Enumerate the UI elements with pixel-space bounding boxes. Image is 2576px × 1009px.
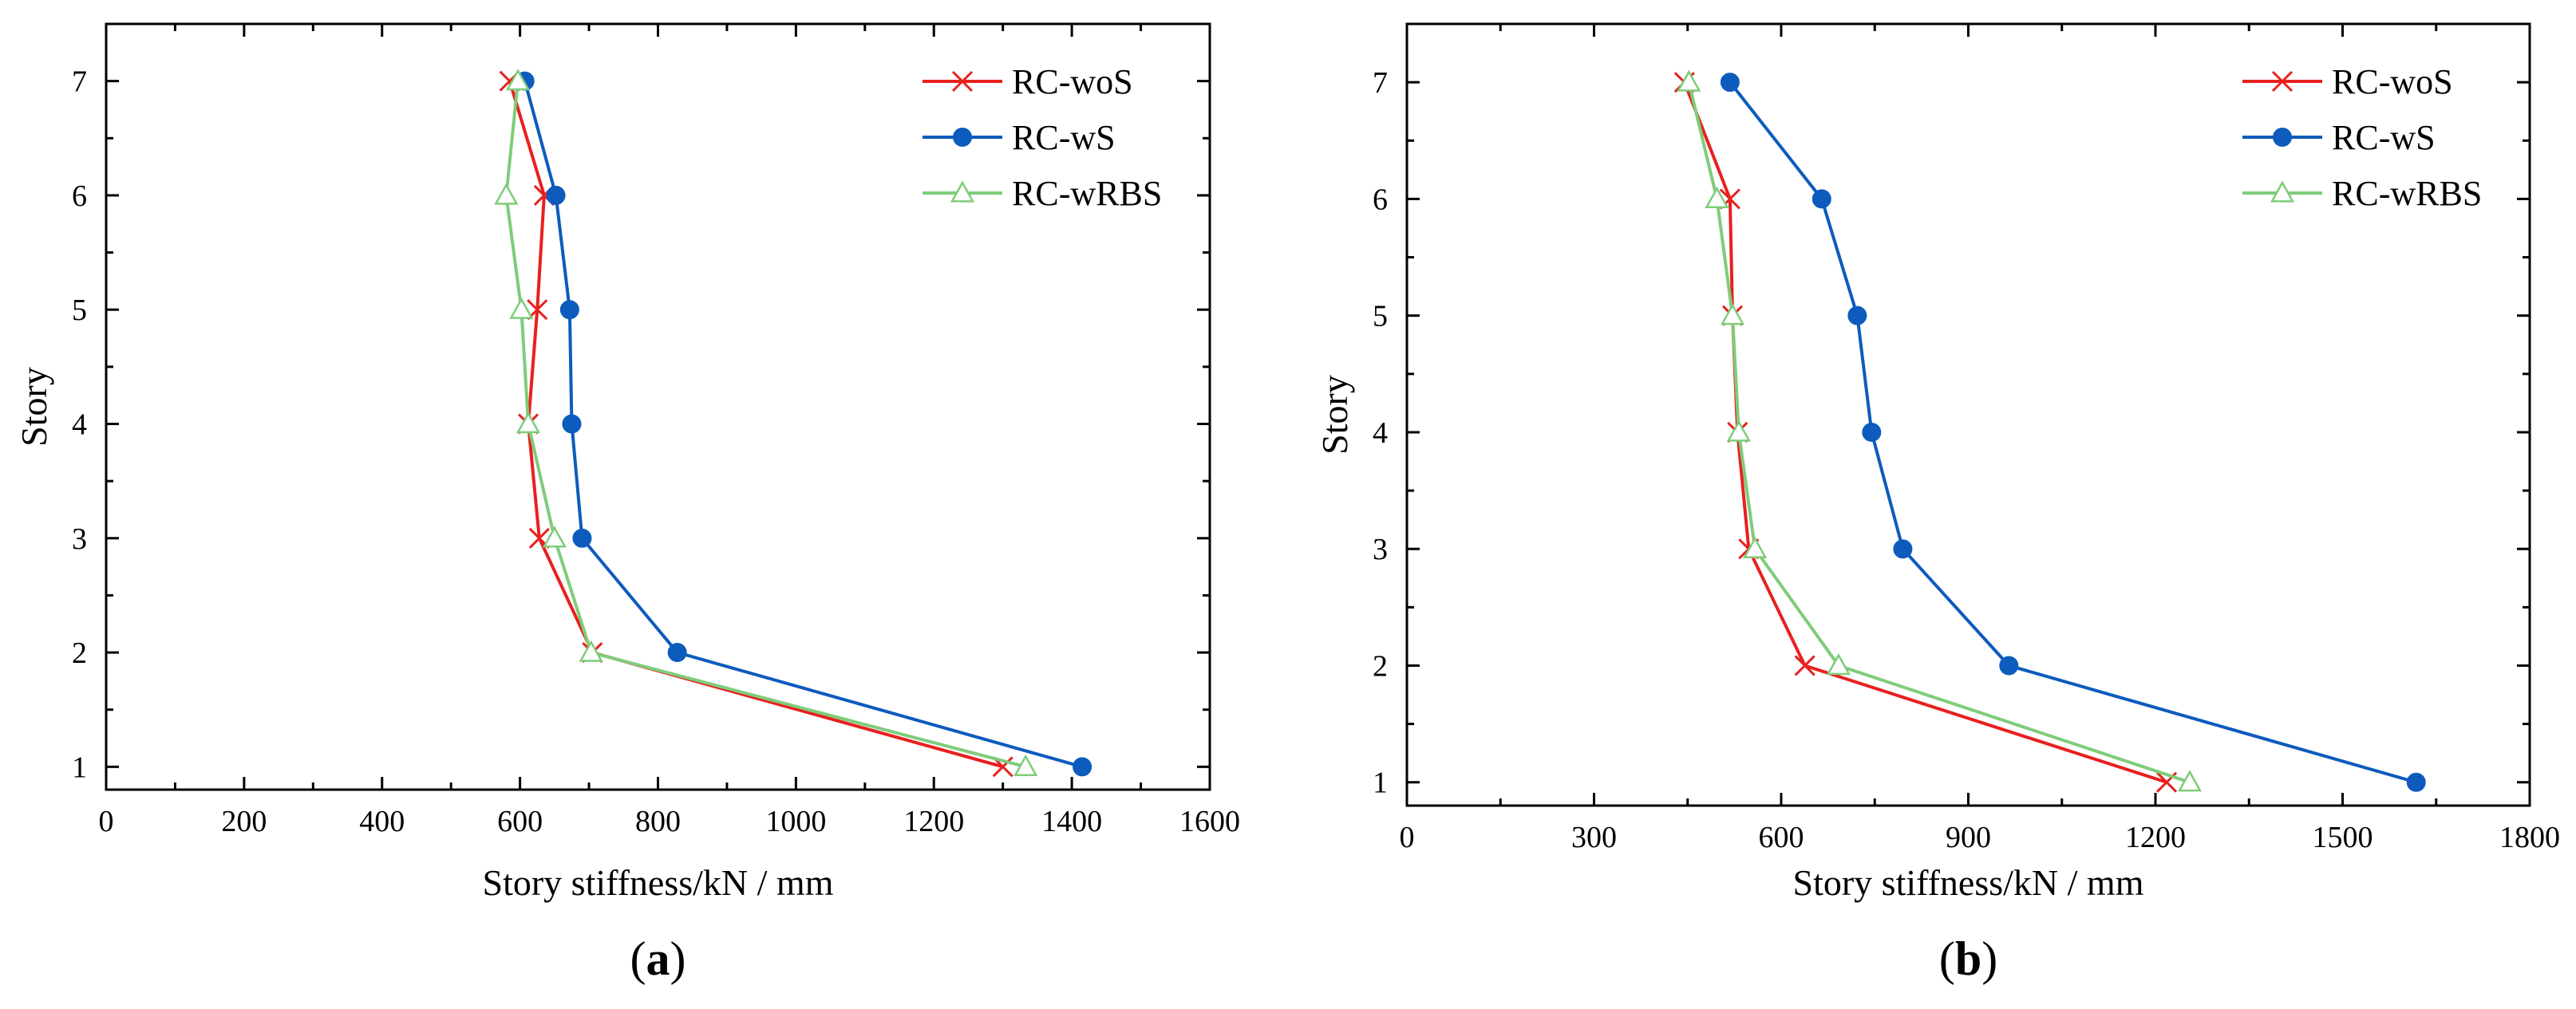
data-point-triangle — [516, 411, 541, 434]
y-tick-label: 1 — [1373, 767, 1388, 800]
data-point-circle — [546, 185, 566, 205]
series-line — [1729, 81, 2417, 784]
data-point-triangle — [1743, 536, 1768, 558]
data-point-triangle — [1826, 652, 1851, 676]
legend-label: RC-wRBS — [1012, 174, 1162, 213]
series-rc-wrbs — [494, 69, 1038, 776]
x-tick-label: 300 — [1571, 821, 1617, 854]
data-point-triangle — [509, 297, 534, 319]
y-tick-label: 2 — [1373, 649, 1388, 683]
legend: RC-woS RC-wS RC-wRBS — [2242, 62, 2482, 213]
y-tick-label: 4 — [72, 408, 87, 441]
x-tick-label: 600 — [497, 805, 543, 838]
y-tick-label: 2 — [72, 637, 87, 670]
legend-label: RC-wS — [1012, 118, 1116, 157]
series-line — [504, 81, 1026, 769]
data-point-circle — [2406, 772, 2426, 792]
x-tick-label: 1500 — [2313, 821, 2373, 854]
chart-panel-b: 0 300 600 900 1200 1500 1800 1 2 3 4 5 6 7 Story stiff… — [1314, 22, 2560, 985]
data-point-circle — [1893, 539, 1913, 559]
data-point-circle — [559, 300, 579, 320]
y-tick-label: 5 — [72, 294, 87, 327]
data-point-triangle — [505, 69, 531, 91]
y-tick-label: 5 — [1373, 300, 1388, 333]
data-point-circle — [572, 528, 592, 548]
y-tick-label: 1 — [72, 751, 87, 784]
x-tick-label: 0 — [1400, 821, 1415, 854]
data-point-circle — [1720, 73, 1740, 93]
data-point-circle — [667, 643, 687, 663]
data-point-triangle — [1013, 754, 1038, 776]
data-point-triangle — [494, 183, 519, 205]
panel-label: (a) — [630, 932, 686, 985]
y-tick-label: 3 — [1373, 533, 1388, 566]
series-line — [508, 81, 1004, 769]
data-point-triangle — [950, 180, 975, 203]
data-point-x — [1794, 655, 1815, 676]
series-rc-wos — [1673, 72, 2178, 793]
x-tick-label: 200 — [221, 805, 267, 838]
y-tick-label: 6 — [1373, 183, 1388, 216]
series-line — [1687, 81, 2191, 784]
legend-label: RC-wS — [2332, 118, 2436, 157]
x-tick-label: 1800 — [2499, 821, 2560, 854]
data-point-circle — [2273, 128, 2292, 147]
x-tick-label: 1200 — [903, 805, 964, 838]
data-point-triangle — [579, 640, 603, 662]
panel-label-letter: b — [1955, 932, 1981, 985]
data-point-circle — [1862, 422, 1882, 442]
y-tick-label: 7 — [1373, 66, 1388, 100]
x-tick-label: 1600 — [1179, 805, 1240, 838]
x-tick-label: 1200 — [2125, 821, 2186, 854]
legend: RC-woS RC-wS RC-wRBS — [923, 62, 1162, 213]
series-line — [1682, 81, 2167, 784]
panel-label: (b) — [1939, 932, 1997, 985]
legend-label: RC-woS — [1012, 62, 1133, 101]
data-point-circle — [562, 414, 582, 434]
x-tick-label: 0 — [99, 805, 114, 838]
data-point-triangle — [1726, 420, 1751, 442]
series-line — [523, 81, 1083, 769]
data-point-triangle — [2270, 180, 2295, 203]
y-tick-label: 6 — [72, 179, 87, 213]
data-point-circle — [1999, 656, 2019, 676]
data-point-triangle — [1720, 303, 1745, 325]
data-point-triangle — [542, 526, 567, 548]
data-point-triangle — [1705, 186, 1729, 209]
x-tick-label: 1000 — [765, 805, 826, 838]
legend-label: RC-wRBS — [2332, 174, 2482, 213]
y-tick-label: 4 — [1373, 416, 1388, 450]
x-axis-title: Story stiffness/kN / mm — [1792, 862, 2143, 903]
chart-panel-a: 0 200 400 600 800 1000 1200 1400 1600 1 2 3 4 5 6 7 Stor… — [14, 22, 1240, 985]
y-tick-label: 3 — [72, 522, 87, 556]
y-axis-title: Story — [1314, 375, 1355, 455]
y-tick-label: 7 — [72, 65, 87, 99]
x-tick-label: 800 — [635, 805, 681, 838]
legend-label: RC-woS — [2332, 62, 2453, 101]
data-point-triangle — [2177, 770, 2203, 792]
series-rc-ws — [1720, 73, 2426, 792]
data-point-triangle — [1677, 69, 1701, 92]
y-axis-title: Story — [14, 367, 54, 447]
x-tick-label: 1400 — [1041, 805, 1102, 838]
data-point-x — [2271, 70, 2294, 93]
panel-label-letter: a — [646, 932, 670, 985]
data-point-circle — [1073, 757, 1092, 777]
series-rc-ws — [515, 71, 1092, 777]
x-tick-label: 400 — [359, 805, 405, 838]
data-point-x — [951, 70, 974, 93]
data-point-circle — [953, 128, 972, 147]
data-point-circle — [1811, 189, 1831, 209]
x-axis-title: Story stiffness/kN / mm — [482, 862, 833, 903]
series-rc-wrbs — [1677, 69, 2203, 792]
x-tick-label: 900 — [1946, 821, 1991, 854]
x-tick-label: 600 — [1759, 821, 1804, 854]
data-point-circle — [1847, 305, 1867, 325]
